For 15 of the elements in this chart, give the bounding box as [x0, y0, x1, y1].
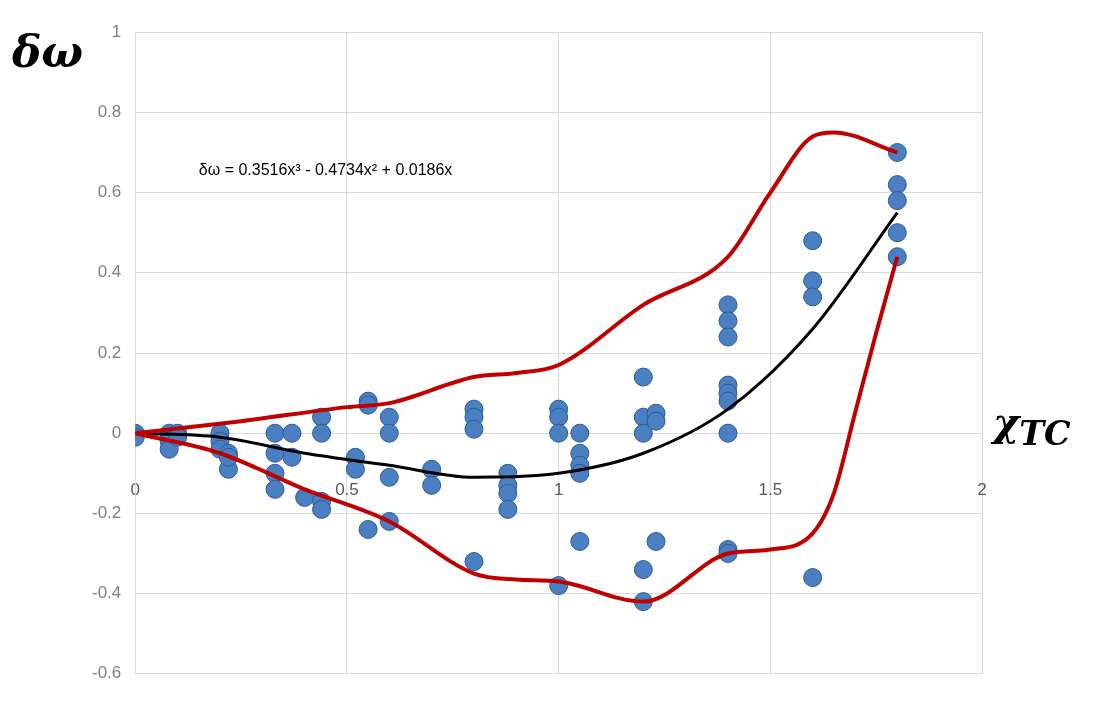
y-tick-label: 0.4: [97, 262, 122, 282]
x-tick-label: 1: [553, 480, 564, 500]
y-tick-label: -0.6: [92, 663, 122, 683]
y-axis-title: δω: [12, 26, 84, 77]
y-tick-label: -0.4: [92, 583, 122, 603]
x-tick-label: 0.5: [335, 480, 359, 500]
x-tick-label: 2: [977, 480, 987, 500]
y-tick-label: 0.8: [97, 102, 122, 122]
y-tick-label: 1: [111, 21, 122, 41]
y-tick-label: 0.2: [97, 342, 122, 362]
annotation: δω = 0.3516x³ - 0.4734x² + 0.0186x: [198, 160, 453, 178]
y-tick-label: -0.2: [92, 503, 122, 523]
x-tick-label: 1.5: [758, 480, 783, 500]
y-tick-label: 0.6: [97, 182, 122, 202]
y-tick-label: 0: [111, 422, 122, 442]
